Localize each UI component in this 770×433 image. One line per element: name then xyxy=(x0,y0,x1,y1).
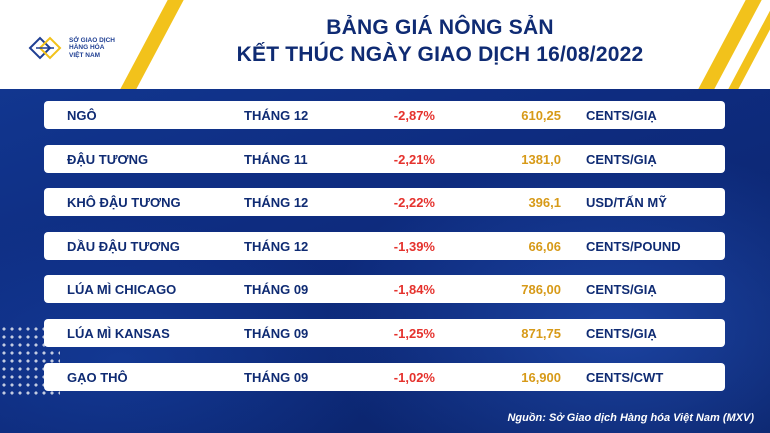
mxv-logo-icon xyxy=(28,36,62,60)
contract-month: THÁNG 09 xyxy=(244,282,309,298)
source-note: Nguồn: Sở Giao dịch Hàng hóa Việt Nam (M… xyxy=(507,412,754,424)
contract-month: THÁNG 12 xyxy=(244,195,309,211)
price-unit: CENTS/GIẠ xyxy=(586,282,657,298)
commodity-name: GẠO THÔ xyxy=(67,369,128,385)
price-change: -1,84% xyxy=(393,282,435,298)
logo-line: VIỆT NAM xyxy=(69,51,101,59)
table-row: ĐẬU TƯƠNG THÁNG 11 -2,21% 1381,0 CENTS/G… xyxy=(44,144,725,173)
price-value: 396,1 xyxy=(528,195,561,211)
price-change: -1,02% xyxy=(393,369,435,385)
price-unit: CENTS/POUND xyxy=(586,238,681,254)
mxv-logo: SỞ GIAO DỊCH HÀNG HÓA VIỆT NAM xyxy=(28,30,132,66)
table-row: DẦU ĐẬU TƯƠNG THÁNG 12 -1,39% 66,06 CENT… xyxy=(44,231,725,260)
header-banner: SỞ GIAO DỊCH HÀNG HÓA VIỆT NAM BẢNG GIÁ … xyxy=(0,0,770,89)
commodity-name: LÚA MÌ CHICAGO xyxy=(67,282,177,298)
commodity-name: LÚA MÌ KANSAS xyxy=(67,325,170,341)
price-value: 786,00 xyxy=(521,282,561,298)
price-change: -1,39% xyxy=(393,238,435,254)
commodity-name: DẦU ĐẬU TƯƠNG xyxy=(67,238,180,254)
table-row: LÚA MÌ KANSAS THÁNG 09 -1,25% 871,75 CEN… xyxy=(44,318,725,347)
table-row: LÚA MÌ CHICAGO THÁNG 09 -1,84% 786,00 CE… xyxy=(44,275,725,304)
title-line-2: KẾT THÚC NGÀY GIAO DỊCH 16/08/2022 xyxy=(236,43,644,66)
logo-line: SỞ GIAO DỊCH xyxy=(69,36,115,44)
contract-month: THÁNG 12 xyxy=(244,108,309,123)
contract-month: THÁNG 11 xyxy=(244,151,308,167)
price-value: 610,25 xyxy=(521,108,561,123)
price-change: -2,87% xyxy=(393,108,435,123)
table-row: GẠO THÔ THÁNG 09 -1,02% 16,900 CENTS/CWT xyxy=(44,362,725,391)
price-unit: CENTS/GIẠ xyxy=(586,151,657,167)
contract-month: THÁNG 09 xyxy=(244,325,309,341)
price-change: -2,21% xyxy=(393,151,435,167)
price-unit: USD/TẤN MỸ xyxy=(586,195,667,211)
logo-line: HÀNG HÓA xyxy=(69,44,105,52)
commodity-name: NGÔ xyxy=(67,108,97,123)
price-change: -2,22% xyxy=(393,195,435,211)
table-row: NGÔ THÁNG 12 -2,87% 610,25 CENTS/GIẠ xyxy=(44,101,725,129)
price-unit: CENTS/CWT xyxy=(586,369,664,385)
price-unit: CENTS/GIẠ xyxy=(586,325,657,341)
logo-text: SỞ GIAO DỊCH HÀNG HÓA VIỆT NAM xyxy=(69,37,115,60)
title-line-1: BẢNG GIÁ NÔNG SẢN xyxy=(326,16,554,39)
price-table: NGÔ THÁNG 12 -2,87% 610,25 CENTS/GIẠ ĐẬU… xyxy=(44,101,725,406)
page-title: BẢNG GIÁ NÔNG SẢN KẾT THÚC NGÀY GIAO DỊC… xyxy=(170,14,710,68)
price-unit: CENTS/GIẠ xyxy=(586,108,657,123)
price-value: 1381,0 xyxy=(521,151,561,167)
price-value: 66,06 xyxy=(528,238,561,254)
price-value: 16,900 xyxy=(521,369,561,385)
contract-month: THÁNG 09 xyxy=(244,369,309,385)
commodity-name: KHÔ ĐẬU TƯƠNG xyxy=(67,195,181,211)
price-value: 871,75 xyxy=(521,325,561,341)
price-change: -1,25% xyxy=(393,325,435,341)
contract-month: THÁNG 12 xyxy=(244,238,309,254)
table-row: KHÔ ĐẬU TƯƠNG THÁNG 12 -2,22% 396,1 USD/… xyxy=(44,188,725,217)
commodity-name: ĐẬU TƯƠNG xyxy=(67,151,149,167)
